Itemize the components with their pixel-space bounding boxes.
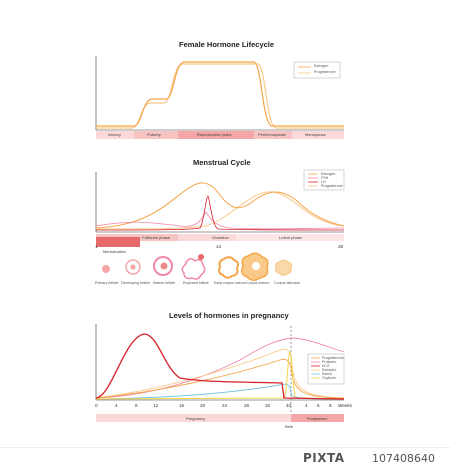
panel-1-lifecycle-chart	[95, 56, 344, 139]
follicle-stage-icons	[102, 252, 293, 281]
tick-week-32: 32	[265, 403, 271, 408]
weeks-axis-label: Weeks	[338, 403, 352, 408]
tick-day-28: 28	[338, 244, 344, 249]
legend-fsh: FSH	[321, 176, 329, 180]
pixta-logo: PIXTA	[303, 451, 345, 465]
follicle-label-mature: Mature follicle	[153, 281, 176, 285]
stage-reproductive-years: Reproductive years	[197, 132, 232, 137]
panel-3-pregnancy-chart	[95, 324, 345, 422]
phase-menstruation: Menstruation	[103, 249, 127, 254]
legend-oxytocin: Oxytocin	[322, 376, 336, 380]
legend-estradiol: Estradiol	[322, 368, 336, 372]
tick-postpartum-6: 6	[317, 403, 320, 408]
oxytocin-curve	[95, 351, 345, 400]
stage-perimenopause: Perimenopause	[258, 132, 287, 137]
developing-follicle-icon	[125, 259, 141, 275]
lh-curve	[95, 195, 345, 231]
cycle-phase-bars	[96, 234, 344, 247]
stage-infancy: Infancy	[108, 132, 121, 137]
follicle-label-corpus-albicans: Corpus albicans	[274, 281, 300, 285]
follicle-label-primary: Primary follicle	[95, 281, 119, 285]
legend-1	[293, 61, 341, 79]
corpus-albicans-icon	[274, 259, 293, 276]
mature-follicle-icon	[153, 256, 173, 276]
phase-ovulation: Ovulation	[212, 235, 229, 240]
tick-week-0: 0	[95, 403, 98, 408]
tick-week-16: 16	[179, 403, 185, 408]
phase-postpartum: Postpartum	[307, 416, 328, 421]
phase-luteal: Luteal phase	[279, 235, 302, 240]
tick-week-24: 24	[222, 403, 228, 408]
early-corpus-luteum-icon	[218, 256, 239, 279]
legend-hcg: hCG	[322, 364, 330, 368]
follicle-label-ruptured: Ruptured follicle	[183, 281, 209, 285]
tick-week-12: 12	[153, 403, 159, 408]
stage-menopause: Menopause	[305, 132, 326, 137]
progesterone-curve	[95, 358, 345, 399]
legend-estriol: Estriol	[322, 372, 332, 376]
birth-label: Birth	[285, 424, 294, 429]
tick-week-40: 40	[286, 403, 292, 408]
legend-estrogen: Estrogen	[321, 172, 336, 176]
tick-week-8: 8	[135, 403, 138, 408]
tick-week-4: 4	[115, 403, 118, 408]
image-id: 107408640	[372, 452, 435, 465]
tick-postpartum-8: 8	[329, 403, 332, 408]
estrogen-curve	[96, 61, 344, 127]
panel-3-title: Levels of hormones in pregnancy	[169, 311, 289, 320]
lifecycle-stage-bar	[96, 131, 344, 139]
estradiol-curve	[95, 348, 345, 399]
hcg-curve	[95, 333, 345, 400]
corpus-luteum-icon	[240, 252, 269, 281]
stock-footer: PIXTA 107408640	[0, 447, 450, 470]
estriol-curve	[95, 383, 345, 400]
legend-3	[307, 353, 345, 385]
prolactin-curve	[95, 337, 345, 399]
estrogen-curve	[95, 182, 345, 229]
tick-week-20: 20	[200, 403, 206, 408]
ruptured-follicle-icon	[181, 254, 206, 280]
panel-2-title: Menstrual Cycle	[193, 158, 251, 167]
legend-estrogen: Estrogen	[314, 64, 329, 68]
legend-lh: LH	[321, 180, 326, 184]
pregnancy-phase-bars	[96, 414, 344, 422]
tick-week-28: 28	[244, 403, 250, 408]
legend-progesterone: Progesterone	[322, 356, 344, 360]
panel-2-menstrual-chart	[95, 169, 345, 281]
legend-progesterone: Progesterone	[314, 70, 336, 74]
stage-puberty: Puberty	[147, 132, 161, 137]
phase-follicular: Follicular phase	[142, 235, 171, 240]
legend-prolactin: Prolactin	[322, 360, 336, 364]
fsh-curve	[95, 211, 345, 230]
tick-day-14: 14	[216, 244, 222, 249]
follicle-label-early-corpus-luteum: Early corpus luteum	[214, 281, 246, 285]
tick-postpartum-4: 4	[305, 403, 308, 408]
panel-1-title: Female Hormone Lifecycle	[179, 40, 275, 49]
tick-day-1: 1	[95, 244, 98, 249]
progesterone-curve	[95, 191, 345, 230]
legend-progesterone: Progesterone	[321, 184, 343, 188]
follicle-label-developing: Developing follicle	[121, 281, 150, 285]
phase-pregnancy: Pregnancy	[186, 416, 206, 421]
legend-2	[303, 169, 345, 191]
primary-follicle-icon	[102, 265, 110, 273]
follicle-label-corpus-luteum: Corpus luteum	[246, 281, 270, 285]
